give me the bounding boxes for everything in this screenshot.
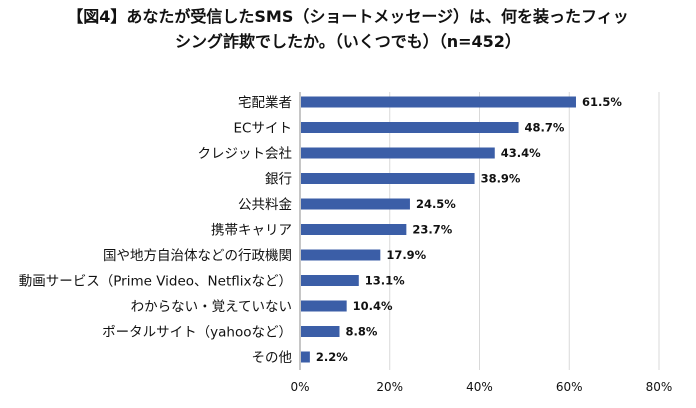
value-label: 17.9% [386, 248, 426, 262]
x-tick-label: 40% [466, 380, 493, 394]
x-tick-label: 20% [376, 380, 403, 394]
category-label: 携帯キャリア [211, 223, 292, 239]
bar [301, 173, 475, 184]
x-tick-label: 0% [290, 380, 309, 394]
bar [301, 96, 576, 108]
bar [301, 224, 407, 235]
bar [301, 351, 310, 363]
bar [301, 300, 347, 312]
category-label: わからない・覚えていない [131, 299, 292, 315]
bar [301, 147, 495, 159]
bar [301, 249, 381, 261]
category-label: 銀行 [265, 172, 292, 188]
category-label: その他 [252, 350, 293, 366]
value-label: 43.4% [501, 146, 541, 160]
value-label: 48.7% [525, 121, 565, 135]
chart-title: 【図4】あなたが受信したSMS（ショートメッセージ）は、何を装ったフィッ シング… [0, 4, 696, 54]
chart-title-line-2: シング詐欺でしたか。（いくつでも）（n=452） [175, 32, 521, 51]
category-label: 国や地方自治体などの行政機関 [103, 248, 292, 264]
value-label: 8.8% [345, 325, 377, 339]
category-label: ポータルサイト（yahooなど） [102, 325, 292, 341]
value-label: 2.2% [316, 350, 348, 364]
chart-title-line-1: 【図4】あなたが受信したSMS（ショートメッセージ）は、何を装ったフィッ [67, 7, 629, 26]
category-label: 宅配業者 [238, 95, 292, 111]
x-tick-label: 80% [646, 380, 673, 394]
value-label: 61.5% [582, 95, 622, 109]
value-label: 38.9% [481, 172, 521, 186]
value-label: 24.5% [416, 197, 456, 211]
value-label: 10.4% [353, 299, 393, 313]
x-tick-label: 60% [556, 380, 583, 394]
bar [301, 275, 359, 286]
category-label: クレジット会社 [198, 146, 293, 162]
value-label: 13.1% [365, 274, 405, 288]
category-label: 公共料金 [238, 197, 292, 213]
bar [301, 122, 519, 133]
category-label: ECサイト [234, 121, 292, 137]
bar [301, 326, 340, 337]
category-label: 動画サービス（Prime Video、Netflixなど） [19, 274, 292, 290]
value-label: 23.7% [412, 223, 452, 237]
bar [301, 198, 410, 210]
